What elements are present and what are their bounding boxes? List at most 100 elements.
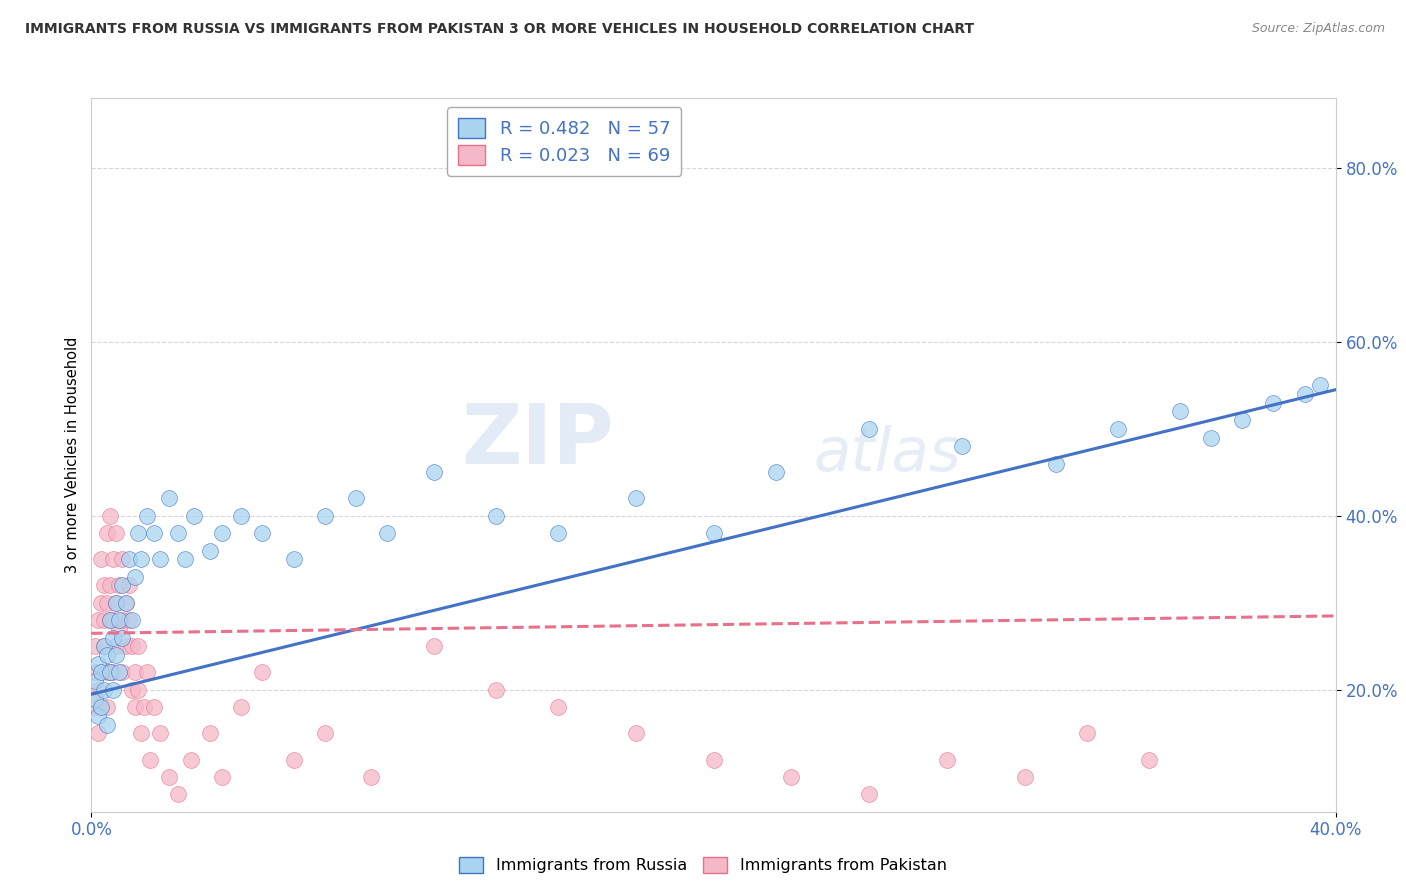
Point bbox=[547, 700, 569, 714]
Point bbox=[83, 674, 105, 689]
Point bbox=[93, 682, 115, 697]
Point bbox=[90, 665, 112, 680]
Point bbox=[375, 526, 398, 541]
Point bbox=[83, 700, 105, 714]
Point bbox=[211, 770, 233, 784]
Point bbox=[314, 726, 336, 740]
Point bbox=[1201, 430, 1223, 444]
Point bbox=[136, 508, 159, 523]
Point bbox=[111, 631, 134, 645]
Point bbox=[98, 613, 121, 627]
Point bbox=[173, 552, 195, 566]
Point bbox=[1014, 770, 1036, 784]
Point bbox=[422, 466, 444, 480]
Point bbox=[118, 578, 141, 592]
Point bbox=[283, 552, 305, 566]
Point bbox=[114, 596, 136, 610]
Point bbox=[1263, 395, 1285, 409]
Point bbox=[157, 770, 180, 784]
Point bbox=[1045, 457, 1067, 471]
Point bbox=[83, 665, 105, 680]
Point bbox=[124, 700, 146, 714]
Point bbox=[101, 682, 124, 697]
Point bbox=[229, 508, 252, 523]
Point bbox=[90, 552, 112, 566]
Text: IMMIGRANTS FROM RUSSIA VS IMMIGRANTS FROM PAKISTAN 3 OR MORE VEHICLES IN HOUSEHO: IMMIGRANTS FROM RUSSIA VS IMMIGRANTS FRO… bbox=[25, 22, 974, 37]
Point bbox=[134, 700, 156, 714]
Point bbox=[180, 752, 202, 766]
Point bbox=[96, 596, 118, 610]
Point bbox=[118, 552, 141, 566]
Point bbox=[98, 613, 121, 627]
Point bbox=[93, 640, 115, 654]
Point bbox=[624, 726, 647, 740]
Legend: R = 0.482   N = 57, R = 0.023   N = 69: R = 0.482 N = 57, R = 0.023 N = 69 bbox=[447, 107, 681, 176]
Point bbox=[96, 665, 118, 680]
Point bbox=[344, 491, 367, 506]
Point bbox=[360, 770, 382, 784]
Point bbox=[118, 613, 141, 627]
Point bbox=[167, 526, 190, 541]
Point bbox=[101, 552, 124, 566]
Point bbox=[111, 613, 134, 627]
Point bbox=[139, 752, 162, 766]
Point bbox=[111, 552, 134, 566]
Point bbox=[86, 657, 108, 671]
Point bbox=[198, 726, 221, 740]
Point bbox=[105, 640, 128, 654]
Point bbox=[86, 726, 108, 740]
Point bbox=[98, 665, 121, 680]
Point bbox=[858, 787, 880, 801]
Point bbox=[83, 691, 105, 706]
Point bbox=[101, 665, 124, 680]
Point bbox=[83, 640, 105, 654]
Point bbox=[108, 613, 131, 627]
Point bbox=[157, 491, 180, 506]
Text: atlas: atlas bbox=[813, 425, 960, 484]
Y-axis label: 3 or more Vehicles in Household: 3 or more Vehicles in Household bbox=[65, 337, 80, 573]
Point bbox=[314, 508, 336, 523]
Point bbox=[167, 787, 190, 801]
Point bbox=[108, 665, 131, 680]
Point bbox=[114, 596, 136, 610]
Point bbox=[136, 665, 159, 680]
Point bbox=[93, 613, 115, 627]
Point bbox=[129, 726, 152, 740]
Point bbox=[1076, 726, 1098, 740]
Point bbox=[93, 578, 115, 592]
Point bbox=[105, 596, 128, 610]
Point bbox=[950, 439, 973, 453]
Point bbox=[101, 613, 124, 627]
Point bbox=[124, 665, 146, 680]
Point bbox=[485, 682, 508, 697]
Point bbox=[283, 752, 305, 766]
Point bbox=[198, 543, 221, 558]
Point bbox=[1232, 413, 1254, 427]
Point bbox=[105, 648, 128, 662]
Point bbox=[485, 508, 508, 523]
Point bbox=[211, 526, 233, 541]
Point bbox=[935, 752, 957, 766]
Point bbox=[121, 613, 143, 627]
Point bbox=[1294, 387, 1316, 401]
Point bbox=[111, 665, 134, 680]
Point bbox=[86, 613, 108, 627]
Point bbox=[105, 596, 128, 610]
Point bbox=[108, 578, 131, 592]
Point bbox=[624, 491, 647, 506]
Point bbox=[1309, 378, 1331, 392]
Point bbox=[105, 526, 128, 541]
Point bbox=[96, 700, 118, 714]
Point bbox=[111, 578, 134, 592]
Point bbox=[127, 640, 149, 654]
Point bbox=[142, 700, 165, 714]
Point bbox=[101, 631, 124, 645]
Point bbox=[121, 640, 143, 654]
Legend: Immigrants from Russia, Immigrants from Pakistan: Immigrants from Russia, Immigrants from … bbox=[453, 850, 953, 880]
Point bbox=[702, 526, 725, 541]
Point bbox=[149, 552, 172, 566]
Point bbox=[252, 665, 274, 680]
Point bbox=[547, 526, 569, 541]
Text: ZIP: ZIP bbox=[461, 401, 614, 481]
Point bbox=[121, 682, 143, 697]
